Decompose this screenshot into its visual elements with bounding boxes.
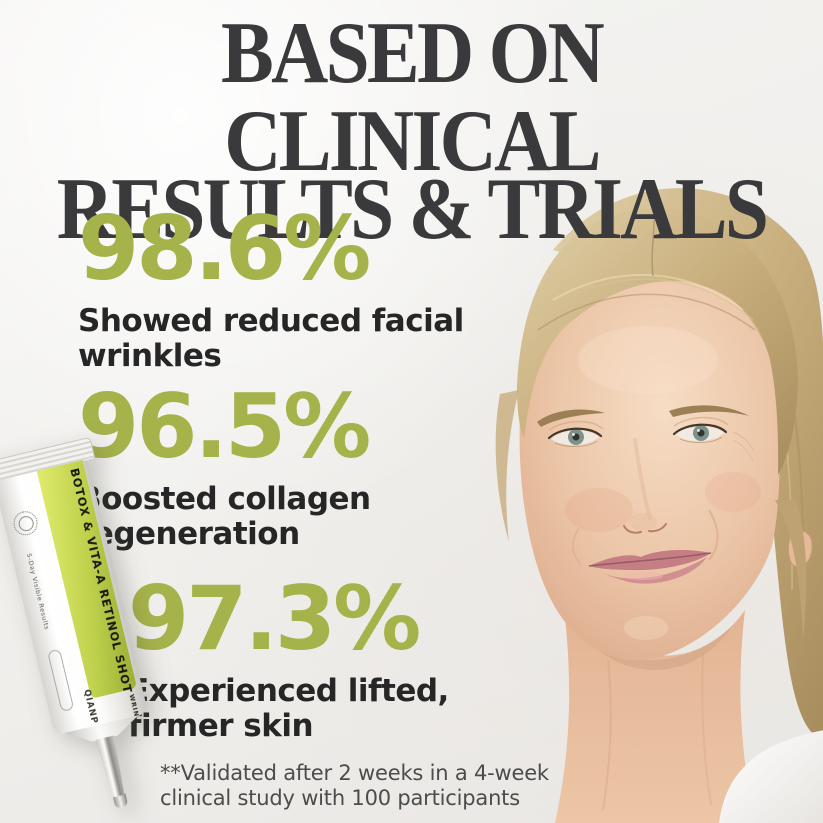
garment [719,730,823,823]
headline-line-1: BASED ON CLINICAL [220,5,605,190]
footnote-line-1: **Validated after 2 weeks in a 4-week [160,761,549,785]
footnote: **Validated after 2 weeks in a 4-week cl… [160,761,549,811]
face [519,271,780,661]
stat-label-line: Showed reduced facial [78,302,464,339]
eyes [547,416,754,463]
eyebrows [537,405,749,427]
stat-label-line: regeneration [78,516,300,553]
stat-label-line: wrinkles [78,338,222,375]
tube-tagline: 5-Day Visible Results [24,552,51,631]
stat-firmer-skin: 97.3% Experienced lifted, firmer skin [128,567,449,745]
stat-value: 98.6% [78,197,371,300]
nose [623,438,667,534]
nasolabial-crease [572,527,582,566]
stat-label: Experienced lifted, firmer skin [128,672,449,745]
neck [555,600,755,823]
headline-line-2: RESULTS & TRIALS [56,161,769,258]
stat-label: Showed reduced facial wrinkles [78,302,464,375]
stat-collagen: 96.5% Boosted collagen regeneration [78,375,371,553]
stat-value: 96.5% [78,375,371,478]
stat-label-line: Experienced lifted, [128,672,449,709]
hair-front [495,207,798,542]
headline: BASED ON CLINICAL RESULTS & TRIALS [41,10,782,254]
stat-label: Boosted collagen regeneration [78,480,371,553]
footnote-line-2: clinical study with 100 participants [160,786,520,811]
nasolabial-crease [708,509,719,561]
stat-reduced-wrinkles: 98.6% Showed reduced facial wrinkles [78,197,464,375]
stat-label-line: firmer skin [128,708,314,745]
lips [588,550,712,584]
tube-pill-badge [47,648,75,713]
hair-strand [775,500,807,642]
tube-applicator-nozzle [93,735,130,799]
woman-portrait-photo [495,188,823,823]
stat-label-line: Boosted collagen [78,480,371,517]
tube-seal-badge-icon [11,508,41,538]
stat-value: 97.3% [128,567,421,670]
